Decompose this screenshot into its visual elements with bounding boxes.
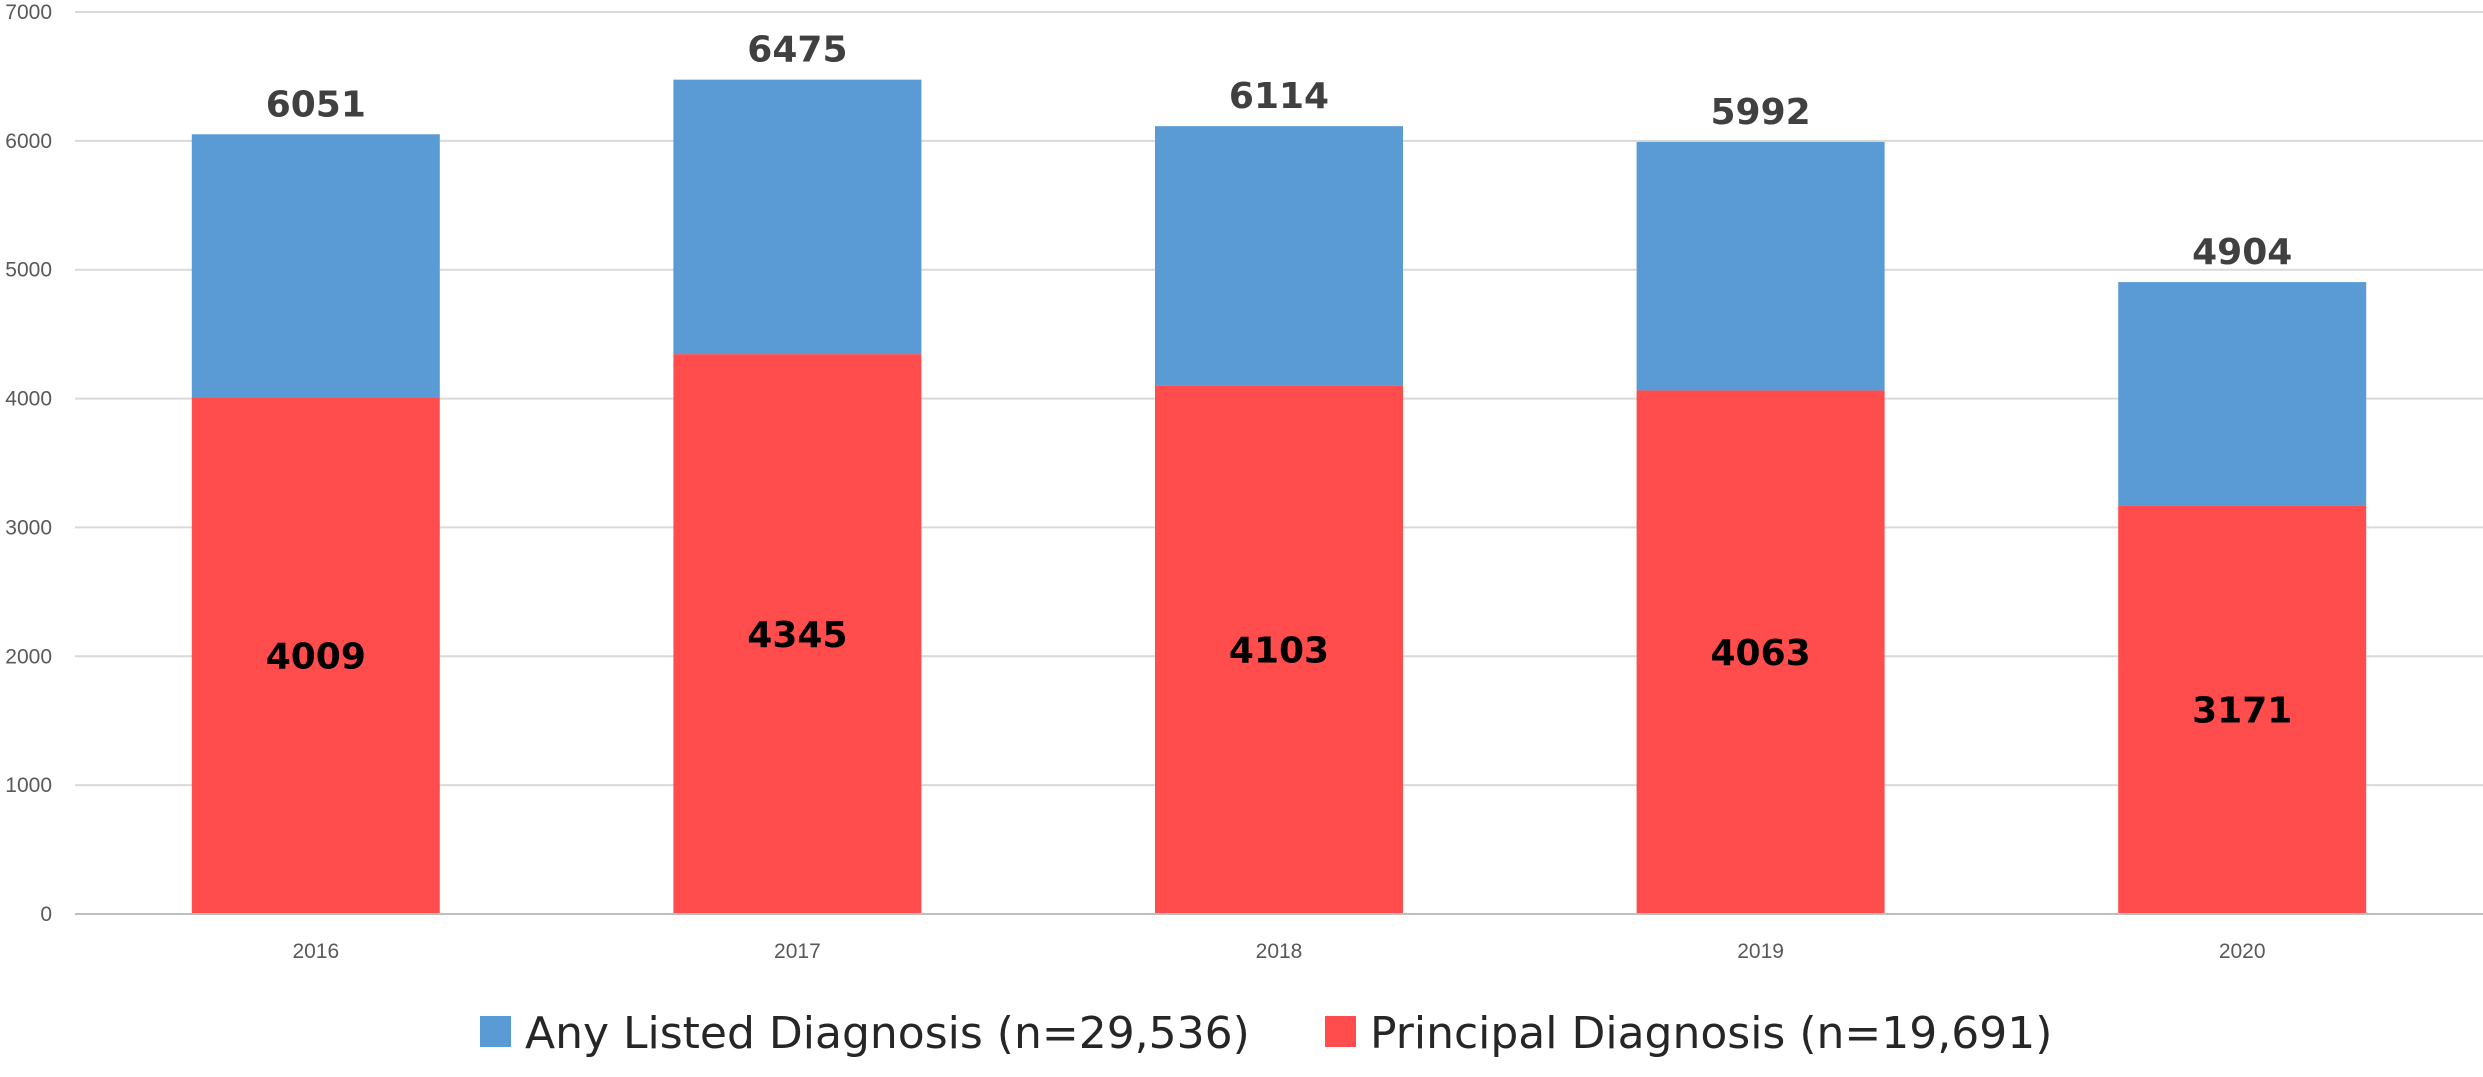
legend: Any Listed Diagnosis (n=29,536) Principal… (480, 1008, 2052, 1059)
x-tick-label: 2019 (1737, 940, 1784, 963)
x-tick-label: 2017 (774, 940, 821, 963)
segment-value-label: 4103 (1229, 631, 1329, 672)
y-tick-label: 3000 (5, 516, 52, 539)
y-tick-label: 2000 (5, 645, 52, 668)
bar-segment (2118, 505, 2367, 914)
y-tick-label: 4000 (5, 388, 52, 411)
bar-total-label: 6114 (1229, 76, 1329, 117)
segment-value-label: 4063 (1710, 633, 1810, 674)
bars (191, 79, 2367, 914)
y-axis-tick-labels: 0 1000 2000 3000 4000 5000 6000 7000 (5, 1, 52, 926)
y-tick-label: 5000 (5, 259, 52, 282)
legend-label: Principal Diagnosis (n=19,691) (1370, 1008, 2052, 1059)
x-tick-label: 2020 (2219, 940, 2266, 963)
bar-total-label: 5992 (1710, 92, 1810, 133)
y-tick-label: 0 (40, 903, 52, 926)
bar-segment (1155, 385, 1403, 914)
bar-total-label: 6475 (747, 30, 847, 71)
segment-value-label: 3171 (2192, 691, 2292, 732)
legend-swatch (1325, 1016, 1356, 1047)
legend-label: Any Listed Diagnosis (n=29,536) (525, 1008, 1250, 1059)
segment-value-label: 4345 (747, 615, 847, 656)
bar-segment (1636, 141, 1885, 391)
x-tick-label: 2018 (1256, 940, 1303, 963)
y-tick-label: 7000 (5, 1, 52, 24)
bar-segment (191, 134, 440, 398)
y-tick-label: 6000 (5, 130, 52, 153)
bar-segment (673, 354, 922, 914)
x-axis-tick-labels: 2016 2017 2018 2019 2020 (292, 940, 2265, 963)
bar-segment (2118, 282, 2367, 506)
bar-total-label: 6051 (266, 84, 366, 125)
bar-segment (1636, 390, 1885, 914)
bar-segment (673, 79, 922, 355)
y-tick-label: 1000 (5, 774, 52, 797)
bar-segment (1155, 126, 1403, 386)
bar-total-label: 4904 (2192, 232, 2292, 273)
x-tick-label: 2016 (292, 940, 339, 963)
data-labels: 4009 6051 4345 6475 4103 6114 4063 5992 3171 4904 (266, 30, 2293, 732)
legend-swatch (480, 1016, 511, 1047)
segment-value-label: 4009 (266, 637, 366, 678)
bar-segment (191, 397, 440, 914)
